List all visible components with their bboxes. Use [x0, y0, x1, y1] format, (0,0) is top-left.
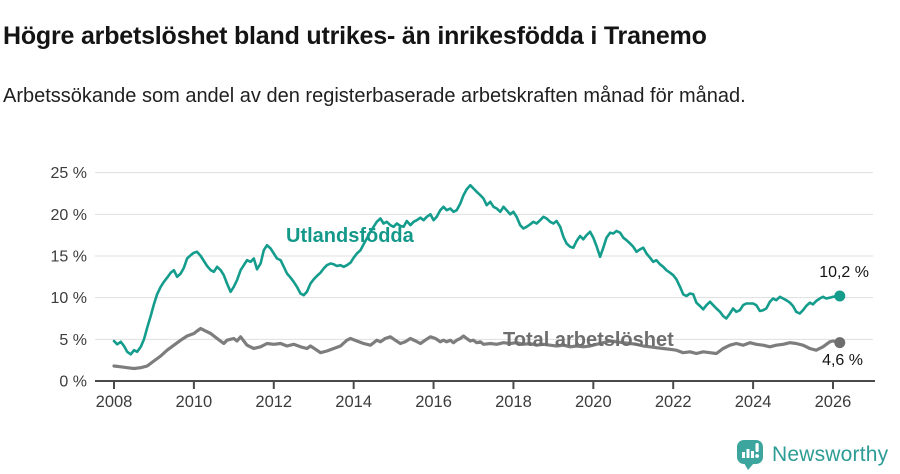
- end-value-label-utlandsfodda: 10,2 %: [819, 264, 869, 281]
- y-tick-label: 25 %: [51, 165, 87, 182]
- x-tick-label: 2026: [815, 393, 852, 411]
- x-tick-label: 2008: [96, 393, 133, 411]
- end-dot-utlandsf-dda: [834, 290, 846, 302]
- y-tick-label: 15 %: [51, 249, 87, 266]
- x-tick-label: 2012: [255, 393, 292, 411]
- end-value-label-total-arbetsloshet: 4,6 %: [822, 352, 863, 369]
- chart-title: Högre arbetslöshet bland utrikes- än inr…: [3, 21, 707, 50]
- series-line-utlandsf-dda: [112, 183, 842, 356]
- newsworthy-logo[interactable]: Newsworthy: [735, 438, 888, 471]
- newsworthy-logo-text: Newsworthy: [772, 442, 889, 466]
- x-tick-label: 2024: [735, 393, 772, 411]
- newsworthy-logo-icon: [737, 440, 763, 470]
- x-tick-label: 2020: [575, 393, 612, 411]
- x-tick-label: 2010: [176, 393, 213, 411]
- x-tick-label: 2016: [415, 393, 452, 411]
- y-tick-label: 20 %: [51, 207, 87, 224]
- x-tick-label: 2018: [495, 393, 532, 411]
- series-label-utlandsfodda: Utlandsfödda: [286, 225, 414, 247]
- chart-subtitle: Arbetssökande som andel av den registerb…: [3, 85, 746, 107]
- y-tick-label: 0 %: [59, 374, 87, 391]
- series-label-total-arbetsloshet: Total arbetslöshet: [503, 329, 674, 351]
- x-tick-label: 2014: [335, 393, 372, 411]
- end-dot-total-arbetsl-shet: [834, 337, 846, 349]
- y-tick-label: 10 %: [51, 290, 87, 307]
- y-tick-label: 5 %: [59, 332, 87, 349]
- series-line-total-arbetsl-shet: [112, 326, 842, 371]
- x-tick-label: 2022: [655, 393, 692, 411]
